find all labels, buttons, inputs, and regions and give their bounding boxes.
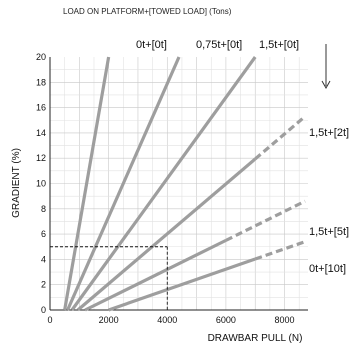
- y-axis-title: GRADIENT (%): [11, 148, 22, 218]
- y-tick-label: 12: [36, 153, 46, 163]
- axes: [49, 57, 308, 311]
- y-tick-label: 16: [36, 103, 46, 113]
- header-arrow: [321, 44, 331, 90]
- y-tick-label: 4: [41, 254, 46, 264]
- x-tick-label: 0: [47, 315, 52, 325]
- y-tick-label: 10: [36, 179, 46, 189]
- y-tick-label: 14: [36, 128, 46, 138]
- series-line-dashed-4: [254, 115, 307, 161]
- x-tick-label: 2000: [99, 315, 119, 325]
- y-tick-label: 2: [41, 280, 46, 290]
- tick-labels: 0 2 4 6 8 10 12 14 16 18 20 0 2000 4000 6000 8000: [36, 52, 295, 325]
- reference-lines: [50, 246, 168, 310]
- series-label-1: 0t+[0t]: [136, 39, 167, 51]
- y-tick-label: 0: [41, 305, 46, 315]
- x-axis-title: DRAWBAR PULL (N): [208, 333, 303, 344]
- series-line-6: [108, 257, 256, 312]
- series-label-5: 1,5t+[5t]: [309, 226, 349, 238]
- grid: [50, 57, 308, 310]
- series-label-2: 0,75t+[0t]: [196, 39, 242, 51]
- series-line-2: [66, 56, 181, 311]
- series-label-6: 0t+[10t]: [309, 263, 346, 275]
- header-label: LOAD ON PLATFORM+[TOWED LOAD] (Tons): [63, 7, 232, 16]
- x-tick-label: 6000: [216, 315, 236, 325]
- x-tick-label: 4000: [157, 315, 177, 325]
- series-line-dashed-5: [225, 199, 306, 242]
- x-tick-label: 8000: [275, 315, 295, 325]
- series-labels: 0t+[0t] 0,75t+[0t] 1,5t+[0t] 1,5t+[2t] 1,5t+…: [136, 39, 349, 275]
- y-tick-label: 6: [41, 229, 46, 239]
- series-line-1: [63, 56, 111, 311]
- y-tick-label: 8: [41, 204, 46, 214]
- series-label-4: 1,5t+[2t]: [309, 127, 349, 139]
- series-line-3: [70, 56, 257, 311]
- y-tick-label: 20: [36, 52, 46, 62]
- series-line-5: [84, 238, 227, 312]
- series-label-3: 1,5t+[0t]: [259, 39, 299, 51]
- series-lines: [63, 56, 307, 312]
- y-tick-label: 18: [36, 77, 46, 87]
- series-line-4: [76, 157, 257, 312]
- series-line-dashed-6: [254, 240, 306, 261]
